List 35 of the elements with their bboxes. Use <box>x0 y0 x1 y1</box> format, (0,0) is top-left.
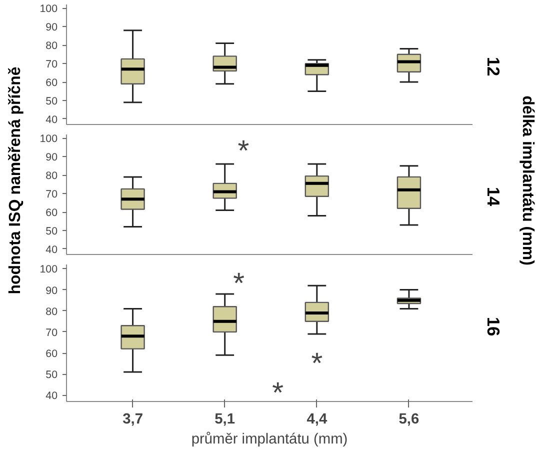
y-tick-label: 60 <box>46 207 58 220</box>
text: 12 <box>484 56 504 76</box>
annotation: * <box>311 346 323 380</box>
y-tick-label: 40 <box>46 244 58 256</box>
y-tick-label: 50 <box>46 96 58 108</box>
y-tick-label: 100 <box>40 264 58 276</box>
y-tick-label: 80 <box>46 306 58 318</box>
y-tick-label: 80 <box>46 40 58 52</box>
y-axis-title: hodnota ISQ naměřená příčně <box>7 66 24 294</box>
x-tick-label: 4,4 <box>306 412 328 428</box>
y-tick-label: 60 <box>46 348 58 360</box>
x-tick-label: 5,1 <box>214 412 236 428</box>
y-tick-label: 40 <box>46 114 58 126</box>
annotation: * <box>233 266 245 300</box>
x-axis-title: průměr implantátu (mm) <box>191 432 348 448</box>
text: 16 <box>484 316 504 336</box>
annotation: * <box>238 134 250 168</box>
annotation: * <box>272 376 284 410</box>
y-tick-label: 50 <box>46 226 58 238</box>
y-tick-label: 60 <box>46 77 58 90</box>
y-tick-label: 80 <box>46 170 58 182</box>
y-tick-label: 90 <box>46 152 58 164</box>
y-tick-label: 100 <box>40 133 58 146</box>
x-tick-label: 5,6 <box>398 412 420 428</box>
y-tick-label: 70 <box>46 58 58 71</box>
text: 14 <box>484 186 504 206</box>
y-tick-label: 90 <box>46 284 58 297</box>
x-tick-label: 3,7 <box>122 412 143 428</box>
y-tick-label: 50 <box>46 369 58 382</box>
y-tick-label: 70 <box>46 326 58 339</box>
y-tick-label: 70 <box>46 188 58 201</box>
y-tick-label: 100 <box>40 3 58 16</box>
y2-axis-title: délka implantátu (mm) <box>518 96 536 266</box>
y-tick-label: 40 <box>46 390 58 402</box>
y-tick-label: 90 <box>46 22 58 34</box>
